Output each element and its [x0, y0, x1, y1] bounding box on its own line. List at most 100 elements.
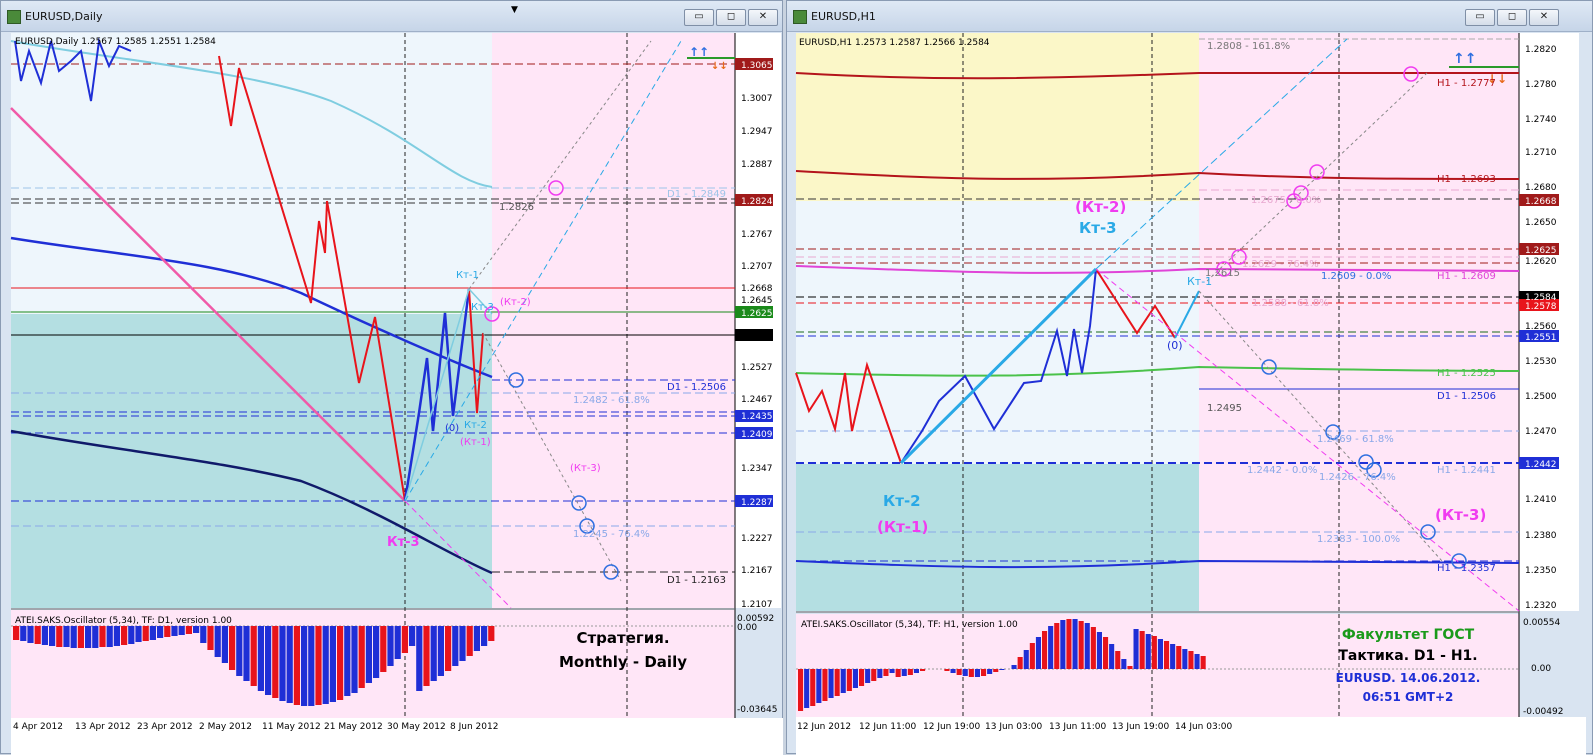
oscillator-bar [329, 626, 336, 702]
oscillator-bar [452, 626, 459, 666]
price-label: 1.2467 [741, 395, 773, 405]
osc-scale: -0.03645 [737, 705, 777, 715]
oscillator-bar [950, 669, 956, 673]
level-label: D1 - 1.2163 [667, 575, 726, 586]
oscillator-bar [401, 626, 408, 653]
oscillator-bar [322, 626, 329, 704]
wave-label: Кт-3 [1079, 219, 1117, 237]
oscillator-bar [157, 626, 164, 638]
oscillator-bar [1054, 623, 1060, 669]
level-label: 1.2482 - 61.8% [573, 395, 650, 406]
oscillator-bar [1176, 646, 1182, 669]
right-title-bar[interactable]: EURUSD,H1 ▭ ◻ ✕ [787, 1, 1592, 32]
svg-text:1.2615: 1.2615 [1205, 268, 1240, 279]
oscillator-bar [121, 626, 128, 645]
minimize-button[interactable]: ▭ [684, 9, 714, 26]
level-label: D1 - 1.2506 [667, 382, 726, 393]
oscillator-bar [178, 626, 185, 635]
oscillator-bar [344, 626, 351, 696]
oscillator-bar [1200, 656, 1206, 669]
strategy-title: Стратегия. [576, 629, 669, 647]
svg-text:1.2442: 1.2442 [1525, 460, 1557, 470]
oscillator-bar [445, 626, 452, 671]
svg-text:1.2410: 1.2410 [1525, 495, 1557, 505]
oscillator-bar [20, 626, 27, 641]
oscillator-bar [214, 626, 221, 657]
faculty-label: Факультет ГОСТ [1342, 627, 1475, 643]
svg-text:1.2588 - 61.8%: 1.2588 - 61.8% [1252, 298, 1329, 309]
wave-label: Кт-2 [464, 420, 487, 431]
price-label: 1.2584 [741, 332, 773, 342]
oscillator-bar [1011, 665, 1017, 669]
oscillator-bar [968, 669, 974, 677]
minimize-button[interactable]: ▭ [1465, 9, 1495, 26]
oscillator-bar [1194, 654, 1200, 669]
level-label: 1.2826 [499, 202, 534, 213]
oscillator-bar [466, 626, 473, 656]
svg-text:8 Jun 2012: 8 Jun 2012 [450, 722, 498, 732]
oscillator-bar [185, 626, 192, 634]
oscillator-header: ATEI.SAKS.Oscillator (5,34), TF: H1, ver… [801, 620, 1018, 630]
svg-text:1.2625: 1.2625 [1525, 246, 1557, 256]
close-button[interactable]: ✕ [748, 9, 778, 26]
oscillator-bar [473, 626, 480, 651]
time-label: 06:51 GMT+2 [1363, 690, 1454, 704]
svg-text:1.2495: 1.2495 [1207, 403, 1242, 414]
symbol-date-label: EURUSD. 14.06.2012. [1336, 671, 1481, 685]
svg-text:12 Jun 19:00: 12 Jun 19:00 [923, 722, 980, 732]
svg-text:H1 - 1.2609: H1 - 1.2609 [1437, 271, 1496, 282]
svg-text:1.2469 - 61.8%: 1.2469 - 61.8% [1317, 434, 1394, 445]
price-label: 1.2527 [741, 363, 773, 373]
close-button[interactable]: ✕ [1529, 9, 1559, 26]
oscillator-bar [907, 669, 913, 675]
svg-text:▼: ▼ [511, 5, 518, 15]
oscillator-bar [488, 626, 495, 641]
svg-text:1.2780: 1.2780 [1525, 80, 1557, 90]
svg-text:1.2500: 1.2500 [1525, 392, 1557, 402]
svg-text:1.2584: 1.2584 [1525, 293, 1557, 303]
svg-text:13 Jun 11:00: 13 Jun 11:00 [1049, 722, 1106, 732]
oscillator-bar [1151, 636, 1157, 669]
oscillator-bar [901, 669, 907, 676]
oscillator-bar [804, 669, 810, 708]
oscillator-bar [1023, 650, 1029, 669]
right-chart-canvas[interactable]: ↑↑ ↓↓ 1.2820 1.2780 1.2740 1.2710 1.2680… [787, 1, 1593, 755]
osc-scale: 0.00 [737, 623, 757, 633]
oscillator-bar [49, 626, 56, 646]
restore-button[interactable]: ◻ [1497, 9, 1527, 26]
oscillator-bar [822, 669, 828, 701]
oscillator-bar [1096, 632, 1102, 669]
price-label: 1.3065 [741, 61, 773, 71]
oscillator-bar [1072, 619, 1078, 669]
oscillator-bar [365, 626, 372, 683]
oscillator-bar [1029, 643, 1035, 669]
restore-button[interactable]: ◻ [716, 9, 746, 26]
oscillator-bar [437, 626, 444, 676]
wave-label: Кт-1 [1187, 275, 1212, 288]
left-chart-canvas[interactable]: ↑↑ ↓↓ 1.3065 1.3007 1.2947 1.2887 1.2824… [1, 1, 784, 755]
svg-text:H1 - 1.2357: H1 - 1.2357 [1437, 563, 1496, 574]
svg-text:H1 - 1.2525: H1 - 1.2525 [1437, 368, 1496, 379]
svg-text:1.2470: 1.2470 [1525, 427, 1557, 437]
right-chart-window[interactable]: EURUSD,H1 ▭ ◻ ✕ [786, 0, 1593, 755]
strategy-subtitle: Monthly - Daily [559, 653, 687, 671]
oscillator-bar [920, 669, 926, 671]
left-chart-window[interactable]: EURUSD,Daily ▭ ◻ ✕ [0, 0, 784, 755]
svg-text:1.2426 - 76.4%: 1.2426 - 76.4% [1319, 472, 1396, 483]
oscillator-bar [877, 669, 883, 678]
wave-label: (Кт-1) [877, 518, 928, 536]
svg-text:1.2551: 1.2551 [1525, 333, 1557, 343]
oscillator-bar [1133, 629, 1139, 669]
wave-label: (Кт-1) [460, 437, 491, 448]
left-title-bar[interactable]: EURUSD,Daily ▭ ◻ ✕ [1, 1, 782, 32]
svg-text:1.2380: 1.2380 [1525, 531, 1557, 541]
price-label: 1.2435 [741, 412, 773, 422]
oscillator-bar [913, 669, 919, 673]
oscillator-bar [272, 626, 279, 698]
wave-label: (Кт-3) [1435, 506, 1486, 524]
svg-text:1.2629 - 76.4%: 1.2629 - 76.4% [1242, 259, 1319, 270]
right-time-axis: 12 Jun 2012 12 Jun 11:00 12 Jun 19:00 13… [797, 722, 1232, 732]
oscillator-bar [423, 626, 430, 686]
svg-text:1.2530: 1.2530 [1525, 357, 1557, 367]
svg-text:1.2578: 1.2578 [1525, 302, 1557, 312]
